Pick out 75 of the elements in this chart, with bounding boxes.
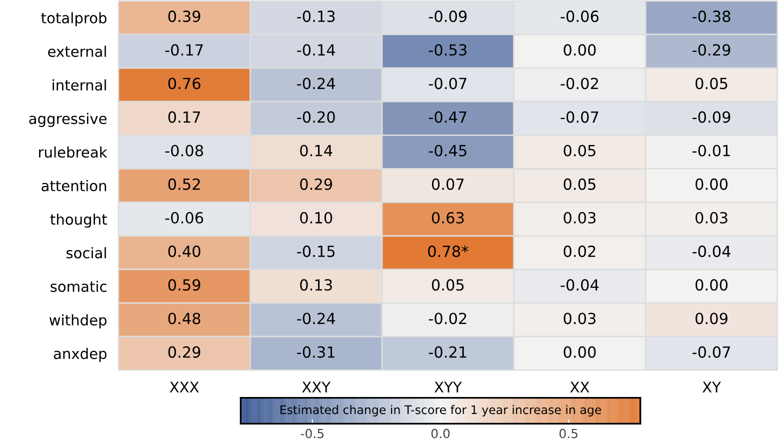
data-label: 0.07 [432, 178, 464, 190]
data-label: -0.07 [692, 346, 730, 358]
y-tick-label: internal [52, 79, 106, 91]
data-label: 0.13 [300, 279, 332, 291]
data-label: -0.21 [428, 346, 466, 358]
data-label: -0.47 [428, 111, 466, 123]
data-label: 0.05 [564, 144, 596, 156]
data-label: -0.24 [297, 312, 336, 324]
color-bar-title: Estimated change in T-score for 1 year increase in age [280, 405, 602, 416]
data-label: 0.00 [564, 44, 596, 56]
data-label: -0.06 [560, 10, 599, 22]
y-tick-label: external [48, 46, 106, 57]
data-label: 0.48 [168, 312, 200, 324]
data-label: -0.14 [297, 44, 336, 56]
data-label: 0.03 [564, 212, 596, 224]
data-label: 0.02 [564, 246, 596, 258]
data-label: 0.63 [432, 212, 464, 224]
data-label: 0.00 [564, 346, 596, 358]
y-tick-label: totalprob [41, 12, 106, 26]
data-label: 0.03 [564, 312, 596, 324]
data-label: -0.31 [297, 346, 334, 358]
data-label: 0.52 [168, 178, 200, 190]
data-label: 0.78* [428, 246, 468, 258]
data-label: 0.39 [168, 10, 200, 22]
data-label: 0.17 [168, 111, 200, 123]
y-tick-label: social [66, 247, 106, 258]
data-label: -0.09 [692, 111, 730, 123]
data-label: -0.04 [692, 246, 730, 258]
data-label: -0.08 [165, 144, 204, 156]
color-bar-label: -0.5 [300, 428, 324, 438]
data-label: 0.00 [696, 178, 728, 190]
data-label: -0.07 [428, 78, 466, 90]
color-bar-label: 0.0 [431, 428, 450, 438]
y-tick-label: attention [42, 180, 106, 192]
data-label: -0.15 [297, 246, 335, 258]
data-label: -0.02 [428, 312, 466, 324]
data-label: 0.05 [432, 279, 464, 291]
data-label: -0.53 [428, 44, 466, 56]
y-tick-label: thought [50, 214, 107, 228]
data-label: -0.07 [560, 111, 598, 123]
data-label: 0.59 [168, 279, 200, 291]
data-label: 0.29 [168, 346, 200, 358]
y-tick-label: somatic [50, 280, 106, 292]
data-label: -0.13 [297, 10, 335, 22]
x-tick-label: XYY [434, 382, 462, 392]
y-tick-label: anxdep [54, 348, 106, 362]
data-label: 0.03 [696, 212, 728, 224]
y-tick-label: withdep [49, 314, 106, 328]
x-tick-label: XXY [302, 382, 331, 392]
x-tick-label: XX [570, 382, 590, 392]
x-tick-label: XXX [170, 382, 199, 392]
data-label: 0.00 [696, 279, 728, 291]
data-label: 0.10 [300, 212, 332, 224]
x-tick-label: XY [702, 382, 722, 392]
data-label: -0.17 [165, 44, 203, 56]
data-label: -0.45 [428, 144, 466, 156]
data-label: -0.24 [297, 78, 336, 90]
data-label: 0.05 [696, 78, 728, 90]
data-label: -0.06 [165, 212, 204, 224]
data-label: 0.09 [696, 312, 728, 324]
data-label: -0.01 [692, 144, 730, 156]
data-label: -0.29 [692, 44, 730, 56]
data-label: 0.05 [564, 178, 596, 190]
data-label: -0.09 [428, 10, 467, 22]
data-label: 0.14 [300, 144, 332, 156]
data-label: -0.02 [560, 78, 598, 90]
y-tick-label: aggressive [29, 112, 107, 127]
data-label: 0.40 [168, 246, 200, 258]
data-label: 0.29 [300, 178, 332, 190]
data-label: 0.76 [168, 78, 200, 90]
data-label: -0.04 [560, 279, 599, 291]
y-tick-label: rulebreak [39, 146, 108, 158]
color-bar-label: 0.5 [559, 428, 578, 438]
data-label: -0.20 [297, 111, 335, 123]
data-label: -0.38 [692, 10, 730, 22]
